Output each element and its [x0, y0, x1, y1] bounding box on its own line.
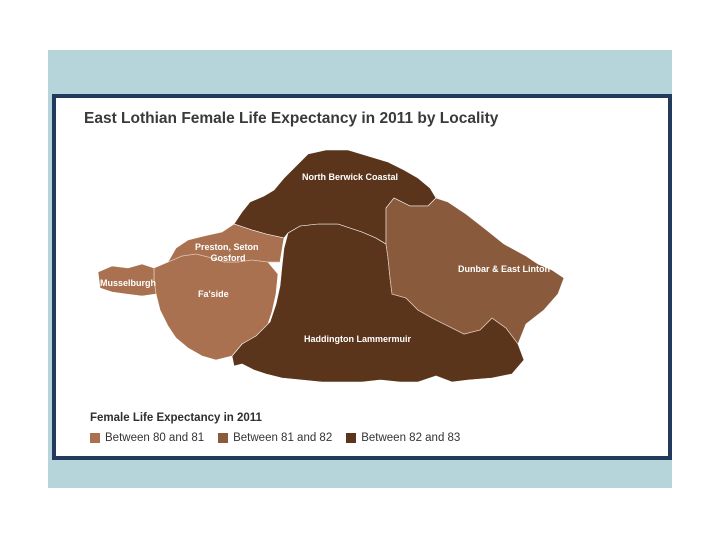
label-north-berwick-coastal: North Berwick Coastal: [302, 172, 398, 182]
label-preston-seton-gosford: Preston, Seton Gosford: [195, 242, 261, 263]
legend-label-80-81: Between 80 and 81: [105, 432, 205, 444]
legend-item-80-81: Between 80 and 81: [90, 432, 204, 444]
legend-swatch-80-81: [90, 433, 100, 443]
label-preston-line-1: Preston, Seton: [195, 242, 259, 252]
label-faside: Fa'side: [198, 289, 229, 299]
legend-label-82-83: Between 82 and 83: [361, 432, 461, 444]
map-title: East Lothian Female Life Expectancy in 2…: [84, 110, 499, 127]
label-haddington-lammermuir: Haddington Lammermuir: [304, 334, 412, 344]
legend-item-81-82: Between 81 and 82: [218, 432, 332, 444]
region-boundaries: [153, 208, 519, 345]
legend-swatch-82-83: [346, 433, 357, 443]
label-preston-line-2: Gosford: [211, 253, 246, 263]
map-panel: East Lothian Female Life Expectancy in 2…: [52, 94, 672, 460]
legend-items: Between 80 and 81 Between 81 and 82 Betw…: [90, 432, 650, 444]
map-legend: Female Life Expectancy in 2011 Between 8…: [90, 412, 650, 444]
legend-swatch-81-82: [218, 433, 229, 443]
legend-title: Female Life Expectancy in 2011: [90, 412, 262, 424]
label-dunbar-east-linton: Dunbar & East Linton: [458, 264, 550, 274]
locality-map: North Berwick Coastal Preston, Seton Gos…: [97, 149, 565, 383]
label-musselburgh: Musselburgh: [100, 278, 156, 288]
legend-label-81-82: Between 81 and 82: [233, 432, 333, 444]
legend-item-82-83: Between 82 and 83: [346, 432, 460, 444]
